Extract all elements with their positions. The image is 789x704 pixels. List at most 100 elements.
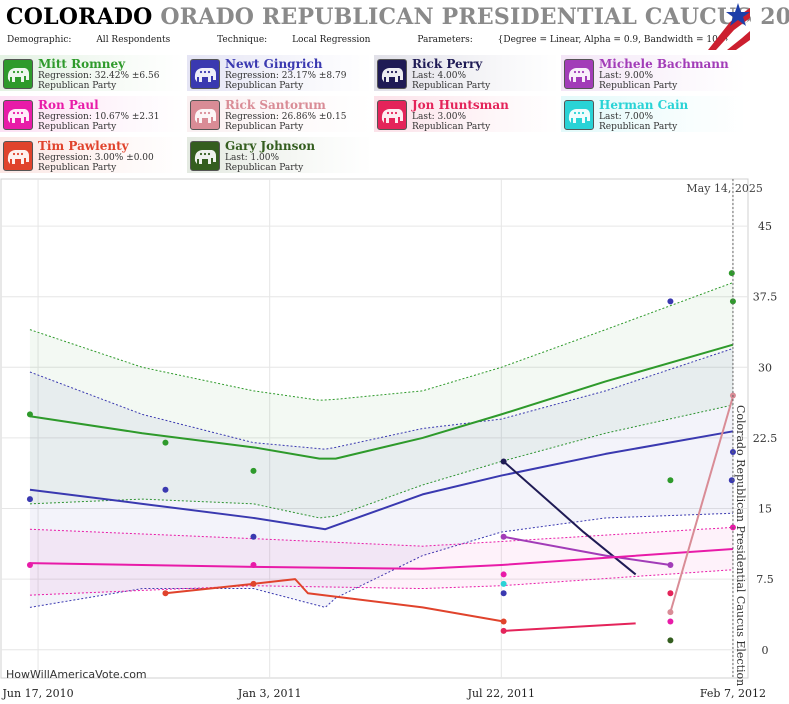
demographic-value: All Respondents	[96, 35, 171, 45]
legend-item[interactable]: Tim Pawlenty Regression: 3.00% ±0.00 Repub…	[0, 137, 186, 173]
legend-item[interactable]: Rick Santorum Regression: 26.86% ±0.15 Rep…	[187, 96, 373, 132]
data-point	[667, 477, 674, 484]
y-tick-label: 37.5	[753, 291, 778, 304]
data-point	[667, 618, 674, 625]
series-line	[502, 460, 637, 576]
legend-name: Rick Santorum	[225, 98, 326, 112]
series-line	[29, 343, 734, 460]
x-tick-label: Jan 3, 2011	[237, 687, 302, 700]
series-line	[29, 548, 734, 570]
parameters-label: Parameters:	[417, 35, 473, 45]
legend-party: Republican Party	[38, 122, 117, 132]
legend-item[interactable]: Ron Paul Regression: 10.67% ±2.31 Republic…	[0, 96, 186, 132]
legend-party: Republican Party	[599, 122, 678, 132]
x-tick-label: Jun 17, 2010	[2, 687, 74, 700]
data-point	[500, 458, 507, 465]
data-point	[162, 486, 169, 493]
elephant-icon	[3, 59, 33, 89]
legend-party: Republican Party	[412, 81, 491, 91]
data-point	[728, 270, 735, 277]
data-point	[500, 627, 507, 634]
technique-value: Local Regression	[292, 35, 371, 45]
title-part-2: ORADO REPUBLICAN PRESIDENTIAL CAUCUS 201…	[160, 4, 789, 30]
data-point	[26, 411, 33, 418]
elephant-icon	[190, 141, 220, 171]
series-line	[669, 396, 734, 613]
legend-party: Republican Party	[38, 163, 117, 173]
legend-stat: Regression: 26.86% ±0.15	[225, 112, 347, 122]
data-point	[500, 533, 507, 540]
data-point	[26, 562, 33, 569]
legend-stat: Last: 7.00%	[599, 112, 654, 122]
y-tick-label: 22.5	[753, 432, 778, 445]
legend-item[interactable]: Mitt Romney Regression: 32.42% ±6.56 Repub…	[0, 55, 186, 91]
parameters-value: {Degree = Linear, Alpha = 0.9, Bandwidth…	[497, 35, 730, 45]
date-marker-label: May 14, 2025	[686, 182, 763, 195]
data-point	[500, 590, 507, 597]
legend-name: Newt Gingrich	[225, 57, 323, 71]
legend-party: Republican Party	[412, 122, 491, 132]
elephant-icon	[377, 100, 407, 130]
data-point	[162, 590, 169, 597]
data-point	[667, 637, 674, 644]
legend-item[interactable]: Herman Cain Last: 7.00% Republican Party	[561, 96, 747, 132]
y-tick-label: 0	[762, 644, 769, 657]
x-tick-label: Feb 7, 2012	[700, 687, 766, 700]
legend-party: Republican Party	[225, 163, 304, 173]
legend-stat: Last: 3.00%	[412, 112, 467, 122]
data-point	[500, 580, 507, 587]
data-point	[667, 590, 674, 597]
legend-party: Republican Party	[38, 81, 117, 91]
x-tick-label: Jul 22, 2011	[467, 687, 536, 700]
y-tick-label: 30	[758, 361, 772, 374]
elephant-icon	[190, 100, 220, 130]
chart-title: COLORADO ORADO REPUBLICAN PRESIDENTIAL C…	[6, 4, 789, 30]
legend-item[interactable]: Michele Bachmann Last: 9.00% Republican Pa…	[561, 55, 747, 91]
y-tick-label: 15	[758, 503, 772, 516]
series-line	[503, 535, 671, 567]
legend-item[interactable]: Newt Gingrich Regression: 23.17% ±8.79 Rep…	[187, 55, 373, 91]
series-line	[165, 578, 504, 623]
legend-stat: Regression: 10.67% ±2.31	[38, 112, 160, 122]
legend-stat: Last: 4.00%	[412, 71, 467, 81]
legend-stat: Regression: 23.17% ±8.79	[225, 71, 347, 81]
chart-plot: 0 7.5 15 22.5 30 37.5 45 Jun 17, 2010 Jan 3, 201…	[0, 178, 778, 700]
flag-logo-icon	[708, 3, 750, 50]
legend-item[interactable]: Jon Huntsman Last: 3.00% Republican Party	[374, 96, 560, 132]
data-point	[250, 467, 257, 474]
legend-party: Republican Party	[225, 81, 304, 91]
confidence-lower	[29, 512, 733, 608]
legend-name: Michele Bachmann	[599, 57, 729, 71]
legend-name: Ron Paul	[38, 98, 99, 112]
confidence-band	[29, 282, 733, 518]
legend-party: Republican Party	[225, 122, 304, 132]
plot-area	[0, 178, 749, 679]
y-tick-label: 7.5	[756, 573, 774, 586]
elephant-icon	[190, 59, 220, 89]
data-point	[500, 618, 507, 625]
data-point	[250, 562, 257, 569]
legend-stat: Regression: 32.42% ±6.56	[38, 71, 160, 81]
legend-stat: Last: 1.00%	[225, 153, 280, 163]
confidence-band	[29, 527, 733, 596]
data-point	[667, 562, 674, 569]
confidence-upper	[29, 526, 733, 547]
site-watermark: HowWillAmericaVote.com	[6, 668, 147, 681]
data-point	[728, 477, 735, 484]
chart-parameters: Demographic: All Respondents Technique: …	[7, 35, 773, 45]
legend-item[interactable]: Gary Johnson Last: 1.00% Republican Party	[187, 137, 373, 173]
technique-label: Technique:	[217, 35, 268, 45]
data-point	[500, 571, 507, 578]
demographic-label: Demographic:	[7, 35, 72, 45]
elephant-icon	[564, 59, 594, 89]
legend-item[interactable]: Rick Perry Last: 4.00% Republican Party	[374, 55, 560, 91]
legend-name: Herman Cain	[599, 98, 689, 112]
legend-name: Mitt Romney	[38, 57, 126, 71]
legend-stat: Regression: 3.00% ±0.00	[38, 153, 154, 163]
confidence-lower	[29, 404, 734, 519]
confidence-upper	[29, 282, 734, 401]
data-point	[250, 580, 257, 587]
data-point	[667, 298, 674, 305]
confidence-band	[29, 348, 733, 608]
y-tick-label: 45	[758, 220, 772, 233]
